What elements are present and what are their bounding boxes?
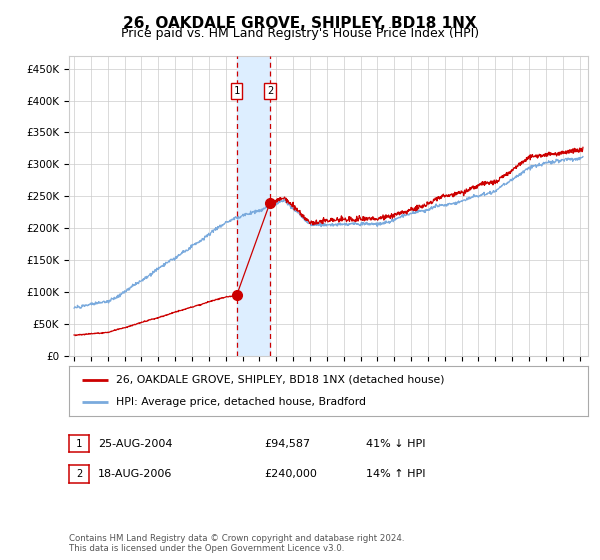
Text: £240,000: £240,000: [264, 469, 317, 479]
Text: 25-AUG-2004: 25-AUG-2004: [98, 438, 172, 449]
Text: Contains HM Land Registry data © Crown copyright and database right 2024.
This d: Contains HM Land Registry data © Crown c…: [69, 534, 404, 553]
Text: 26, OAKDALE GROVE, SHIPLEY, BD18 1NX (detached house): 26, OAKDALE GROVE, SHIPLEY, BD18 1NX (de…: [116, 375, 444, 385]
Bar: [236, 56, 270, 356]
Text: 1: 1: [76, 438, 82, 449]
Text: 18-AUG-2006: 18-AUG-2006: [98, 469, 172, 479]
Text: 1: 1: [233, 86, 240, 96]
Text: 2: 2: [76, 469, 82, 479]
Text: 14% ↑ HPI: 14% ↑ HPI: [366, 469, 425, 479]
Text: Price paid vs. HM Land Registry's House Price Index (HPI): Price paid vs. HM Land Registry's House …: [121, 27, 479, 40]
Text: 26, OAKDALE GROVE, SHIPLEY, BD18 1NX: 26, OAKDALE GROVE, SHIPLEY, BD18 1NX: [123, 16, 477, 31]
Text: 41% ↓ HPI: 41% ↓ HPI: [366, 438, 425, 449]
Text: 2: 2: [267, 86, 273, 96]
Text: £94,587: £94,587: [264, 438, 310, 449]
Text: HPI: Average price, detached house, Bradford: HPI: Average price, detached house, Brad…: [116, 397, 366, 407]
